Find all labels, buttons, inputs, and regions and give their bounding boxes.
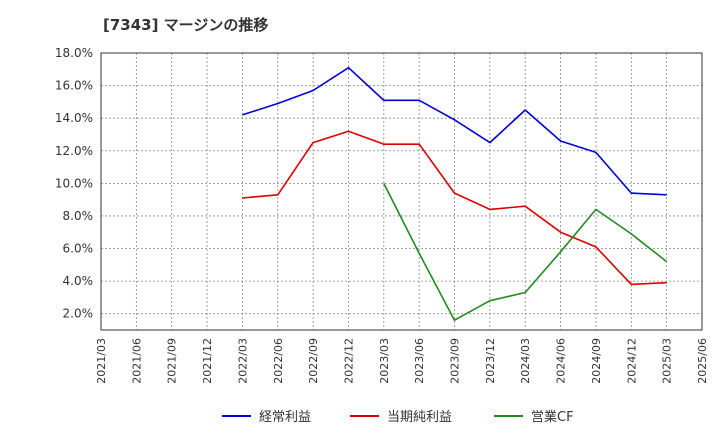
chart-title: [7343] マージンの推移 xyxy=(103,16,269,34)
x-tick-label: 2024/09 xyxy=(590,338,603,384)
x-tick-label: 2025/06 xyxy=(696,338,709,384)
y-tick-label: 8.0% xyxy=(63,209,94,223)
x-tick-label: 2024/06 xyxy=(555,338,568,384)
x-tick-label: 2024/03 xyxy=(519,338,532,384)
legend-label: 営業CF xyxy=(531,409,574,425)
legend-item-2: 営業CF xyxy=(494,409,574,425)
x-tick-label: 2021/12 xyxy=(201,338,214,384)
x-tick-label: 2023/12 xyxy=(484,338,497,384)
series-layer xyxy=(242,66,668,322)
x-tick-label: 2023/03 xyxy=(378,338,391,384)
y-tick-label: 2.0% xyxy=(63,307,94,321)
x-tick-label: 2021/09 xyxy=(166,338,179,384)
x-tick-label: 2023/09 xyxy=(449,338,462,384)
y-axis-ticks: 2.0% 4.0% 6.0% 8.0% 10.0% 12.0% 14.0% 16.0% 18.0… xyxy=(55,46,93,321)
series-line-1 xyxy=(242,130,667,286)
y-tick-label: 6.0% xyxy=(63,242,94,256)
x-tick-label: 2023/06 xyxy=(413,338,426,384)
legend-label: 当期純利益 xyxy=(387,410,452,425)
x-tick-label: 2022/06 xyxy=(272,338,285,384)
legend-item-0: 経常利益 xyxy=(222,410,311,425)
x-tick-label: 2022/03 xyxy=(236,338,249,384)
x-tick-label: 2022/09 xyxy=(307,338,320,384)
plot-background xyxy=(101,53,702,330)
y-tick-label: 16.0% xyxy=(55,79,93,93)
legend-label: 経常利益 xyxy=(259,410,311,425)
x-tick-label: 2024/12 xyxy=(625,338,638,384)
legend-item-1: 当期純利益 xyxy=(350,410,452,425)
y-tick-label: 4.0% xyxy=(63,274,94,288)
x-tick-label: 2022/12 xyxy=(342,338,355,384)
y-tick-label: 12.0% xyxy=(55,144,93,158)
plot-frame xyxy=(100,52,703,331)
y-tick-label: 10.0% xyxy=(55,176,93,190)
x-tick-label: 2021/06 xyxy=(130,338,143,384)
x-tick-label: 2025/03 xyxy=(661,338,674,384)
series-line-2 xyxy=(383,183,668,322)
legend: 経常利益 当期純利益 営業CF xyxy=(222,409,574,425)
series-line-0 xyxy=(242,66,667,196)
y-tick-label: 14.0% xyxy=(55,111,93,125)
y-tick-label: 18.0% xyxy=(55,46,93,60)
x-tick-label: 2021/03 xyxy=(95,338,108,384)
x-axis-ticks: 2021/03 2021/06 2021/09 2021/12 2022/03 2022/… xyxy=(95,338,709,384)
